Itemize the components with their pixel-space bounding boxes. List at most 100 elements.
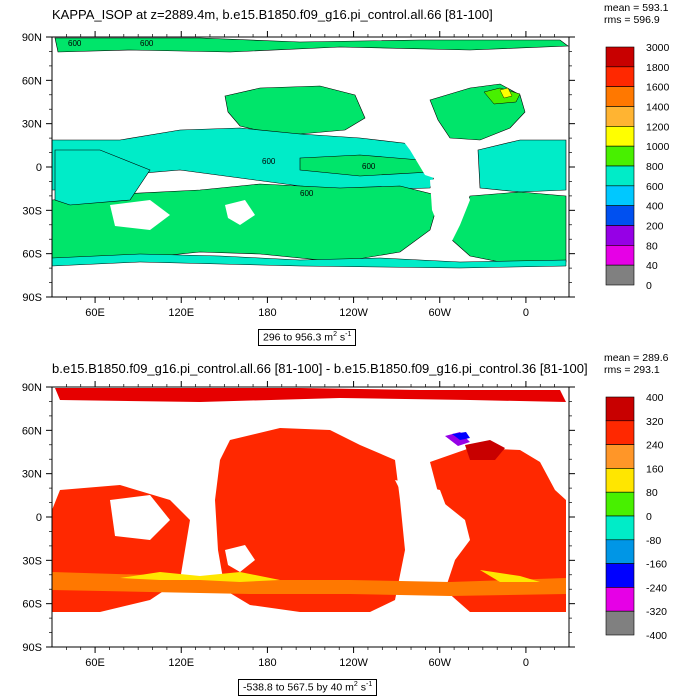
colorbar-2: 400 320 240 160 80 0 -80 -160 -240 -320 -400 — [605, 392, 667, 642]
colorbar-swatch — [605, 563, 635, 588]
contour-label: 600 — [140, 39, 154, 48]
colorbar-label: 1600 — [646, 82, 670, 94]
colorbar-label: -160 — [646, 559, 667, 571]
colorbar-label: 40 — [646, 260, 658, 272]
mean-value: mean = 289.6 — [604, 352, 669, 364]
axes-2: 60E 120E 180 120W 60W 0 90N 60N 30N 0 30S 60S 90S — [22, 381, 575, 669]
colorbar-label: 80 — [646, 487, 658, 499]
colorbar-label: 800 — [646, 161, 664, 173]
colorbar-swatch — [605, 444, 635, 469]
x-tick-label: 60E — [85, 307, 105, 319]
colorbar-label: 320 — [646, 416, 664, 428]
plot-title: KAPPA_ISOP at z=2889.4m, b.e15.B1850.f09… — [52, 7, 493, 22]
x-tick-label: 120W — [339, 307, 368, 319]
colorbar-1: 3000180016001400120010008006004002008040… — [605, 42, 670, 292]
ocean-field — [51, 37, 569, 269]
colorbar-swatch — [605, 539, 635, 564]
rms-value: rms = 293.1 — [604, 364, 660, 376]
y-tick-label: 90N — [22, 382, 42, 394]
colorbar-label: -320 — [646, 606, 667, 618]
x-tick-label: 180 — [258, 657, 276, 669]
colorbar-label: 200 — [646, 221, 664, 233]
colorbar-label: 80 — [646, 240, 658, 252]
y-tick-label: 60N — [22, 75, 42, 87]
x-tick-label: 0 — [523, 307, 529, 319]
stats-box: mean = 593.1 rms = 596.9 — [604, 2, 669, 26]
y-tick-label: 0 — [36, 512, 42, 524]
x-tick-label: 120W — [339, 657, 368, 669]
colorbar-swatch — [605, 165, 635, 187]
x-tick-label: 0 — [523, 657, 529, 669]
stats-box: mean = 289.6 rms = 293.1 — [604, 352, 669, 376]
colorbar-label: -240 — [646, 582, 667, 594]
y-tick-label: 30N — [22, 469, 42, 481]
x-tick-label: 60W — [428, 307, 451, 319]
colorbar-swatch — [605, 66, 635, 87]
colorbar-swatch — [605, 587, 635, 612]
colorbar-label: -80 — [646, 535, 661, 547]
colorbar-swatch — [605, 205, 635, 226]
panel-kappa-isop: KAPPA_ISOP at z=2889.4m, b.e15.B1850.f09… — [22, 2, 670, 346]
colorbar-label: 1800 — [646, 62, 670, 74]
map-area: 600 600 600 600 600 — [51, 36, 570, 298]
contour-label: 600 — [362, 162, 376, 171]
colorbar-swatch — [605, 515, 635, 541]
map-plot-2: 60E 120E 180 120W 60W 0 90N 60N 30N 0 30S 60S 90S 40… — [22, 381, 667, 669]
y-tick-label: 90S — [22, 642, 42, 654]
y-tick-label: 60S — [22, 599, 42, 611]
colorbar-swatch — [605, 106, 635, 127]
y-tick-label: 0 — [36, 162, 42, 174]
colorbar-label: 160 — [646, 463, 664, 475]
colorbar-label: 3000 — [646, 42, 670, 54]
colorbar-label: 0 — [646, 511, 652, 523]
panel-difference: b.e15.B1850.f09_g16.pi_control.all.66 [8… — [0, 350, 700, 700]
colorbar-swatch — [605, 86, 635, 107]
contour-label: 600 — [300, 189, 314, 198]
y-tick-label: 30S — [22, 555, 42, 567]
y-tick-label: 90S — [22, 292, 42, 304]
value-range-label: 296 to 956.3 m2 s-1 — [258, 329, 357, 346]
rms-value: rms = 596.9 — [604, 14, 660, 26]
y-tick-label: 30S — [22, 205, 42, 217]
diff-field — [52, 388, 566, 612]
colorbar-swatch — [605, 46, 635, 68]
x-tick-label: 60E — [85, 657, 105, 669]
colorbar-label: 400 — [646, 201, 664, 213]
colorbar-swatch — [605, 468, 635, 493]
colorbar-label: 400 — [646, 392, 664, 404]
colorbar-swatch — [605, 145, 635, 167]
colorbar-swatch — [605, 610, 635, 636]
y-tick-label: 30N — [22, 119, 42, 131]
contour-label: 600 — [68, 39, 82, 48]
x-tick-label: 120E — [168, 307, 194, 319]
colorbar-swatch — [605, 396, 635, 422]
colorbar-label: -400 — [646, 630, 667, 642]
x-tick-label: 60W — [428, 657, 451, 669]
colorbar-swatch — [605, 420, 635, 445]
colorbar-swatch — [605, 185, 635, 206]
colorbar-swatch — [605, 225, 635, 246]
colorbar-label: 0 — [646, 280, 652, 292]
colorbar-label: 1400 — [646, 102, 670, 114]
colorbar-swatch — [605, 491, 635, 517]
colorbar-label: 1200 — [646, 121, 670, 133]
colorbar-swatch — [605, 264, 635, 286]
map-plot-1: 600 600 600 600 600 60E 120E 180 120W 60W 0 90… — [22, 31, 670, 319]
colorbar-label: 1000 — [646, 141, 670, 153]
y-tick-label: 90N — [22, 32, 42, 44]
contour-label: 600 — [262, 157, 276, 166]
colorbar-swatch — [605, 126, 635, 147]
x-tick-label: 180 — [258, 307, 276, 319]
mean-value: mean = 593.1 — [604, 2, 669, 14]
y-tick-label: 60N — [22, 425, 42, 437]
colorbar-label: 240 — [646, 440, 664, 452]
plot-title: b.e15.B1850.f09_g16.pi_control.all.66 [8… — [52, 361, 588, 376]
y-tick-label: 60S — [22, 249, 42, 261]
colorbar-label: 600 — [646, 181, 664, 193]
value-range-label: -538.8 to 567.5 by 40 m2 s-1 — [238, 679, 378, 696]
colorbar-swatch — [605, 245, 635, 266]
map-area — [51, 386, 570, 648]
axes-1: 60E 120E 180 120W 60W 0 90N 60N 30N 0 30S 60S 90S — [22, 31, 575, 319]
x-tick-label: 120E — [168, 657, 194, 669]
contour-labels: 600 600 600 600 600 — [68, 39, 376, 198]
